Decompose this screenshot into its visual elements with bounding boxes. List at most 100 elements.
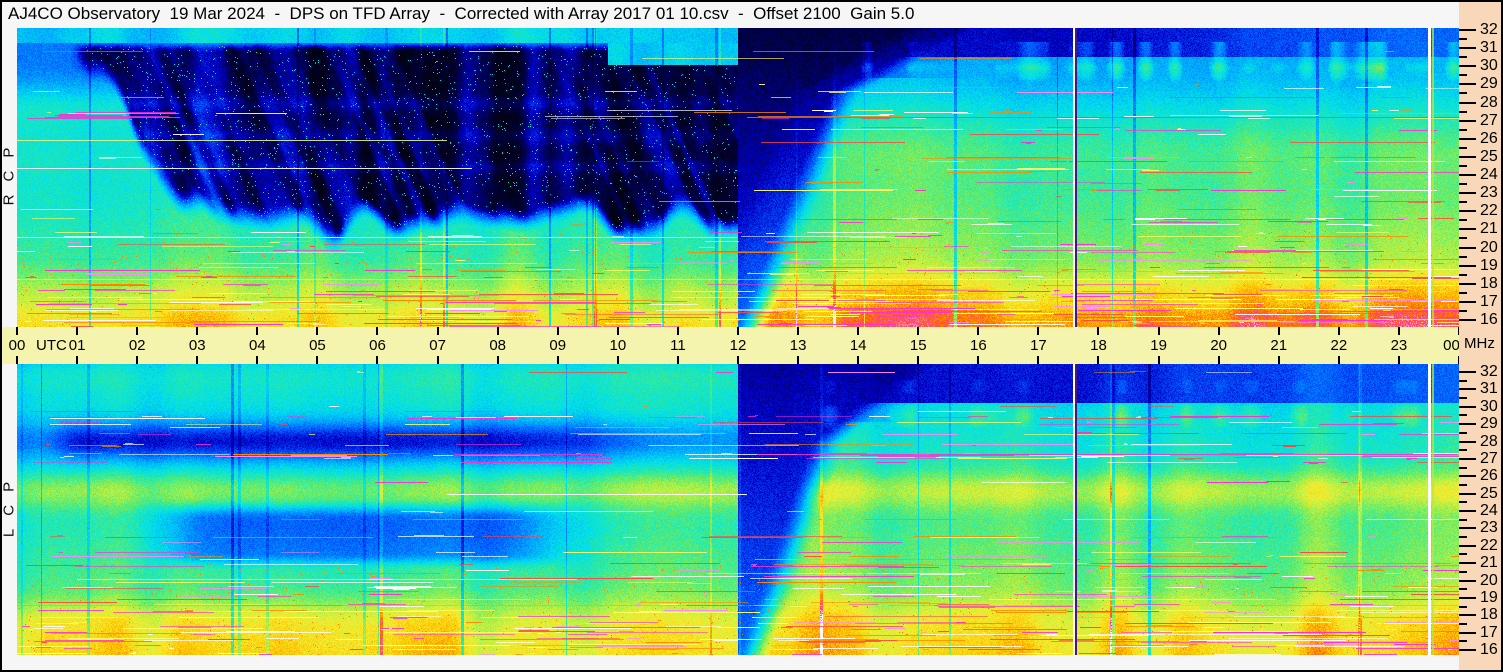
time-tick: [797, 356, 800, 364]
frequency-minor-tick: [1459, 92, 1467, 95]
time-tick: [977, 356, 980, 364]
frequency-tick-label: 21: [1480, 220, 1498, 238]
time-tick: [496, 327, 499, 335]
frequency-minor-tick: [1459, 255, 1467, 258]
time-tick: [136, 356, 139, 364]
frequency-minor-tick: [1459, 483, 1467, 486]
frequency-minor-tick: [1459, 414, 1467, 417]
frequency-minor-tick: [1459, 605, 1467, 608]
frequency-minor-tick: [1459, 553, 1467, 556]
time-tick: [1337, 327, 1340, 335]
time-tick: [917, 327, 920, 335]
frequency-minor-tick: [1459, 74, 1467, 77]
frequency-tick-label: 25: [1480, 147, 1498, 165]
time-tick: [857, 327, 860, 335]
frequency-tick: [1459, 510, 1476, 512]
time-tick-label: 21: [1270, 337, 1288, 354]
frequency-minor-tick: [1459, 309, 1467, 312]
mhz-unit-label: MHz: [1464, 335, 1495, 352]
utc-unit-label: UTC: [36, 337, 67, 354]
frequency-tick: [1459, 174, 1476, 176]
frequency-tick: [1459, 65, 1476, 68]
time-tick: [316, 356, 319, 364]
frequency-tick: [1459, 29, 1476, 31]
frequency-minor-tick: [1459, 536, 1467, 539]
time-tick-label: 00: [1443, 337, 1460, 354]
frequency-minor-tick: [1459, 237, 1467, 240]
time-tick-label: 07: [429, 337, 446, 354]
frequency-tick-label: 26: [1480, 129, 1498, 147]
frequency-tick: [1459, 562, 1476, 565]
frequency-tick-label: 16: [1480, 311, 1498, 328]
time-tick: [376, 327, 379, 335]
time-tick: [436, 356, 439, 364]
frequency-tick: [1459, 423, 1476, 426]
time-tick-label: 03: [188, 337, 206, 354]
time-tick: [316, 327, 319, 335]
time-tick: [1277, 356, 1280, 364]
frequency-minor-tick: [1459, 501, 1467, 504]
time-tick: [1157, 356, 1160, 364]
frequency-minor-tick: [1459, 110, 1467, 113]
time-tick: [1217, 327, 1220, 335]
frequency-tick-label: 28: [1480, 432, 1498, 450]
frequency-tick-label: 25: [1480, 484, 1498, 502]
frequency-tick-label: 17: [1480, 292, 1498, 310]
frequency-tick-label: 21: [1480, 554, 1498, 572]
time-tick-label: 13: [789, 337, 807, 354]
time-tick: [797, 327, 800, 335]
frequency-tick: [1459, 405, 1476, 408]
time-tick-label: 20: [1210, 337, 1227, 354]
time-tick-label: 09: [549, 337, 567, 354]
frequency-tick-label: 24: [1480, 166, 1498, 183]
time-tick-label: 22: [1330, 337, 1348, 354]
time-tick-label: 12: [729, 337, 747, 354]
frequency-tick-label: 20: [1480, 238, 1498, 256]
time-tick-label: 01: [68, 337, 86, 354]
frequency-tick-label: 32: [1480, 363, 1498, 380]
frequency-tick-label: 27: [1480, 449, 1498, 467]
time-tick-label: 16: [969, 337, 987, 354]
time-tick: [977, 327, 980, 335]
time-tick: [616, 356, 619, 364]
frequency-tick-label: 20: [1480, 571, 1498, 589]
frequency-minor-tick: [1459, 397, 1467, 400]
time-tick-label: 11: [670, 337, 686, 354]
time-tick: [196, 327, 199, 335]
frequency-tick-label: 32: [1480, 21, 1498, 38]
frequency-minor-tick: [1459, 622, 1467, 625]
frequency-minor-tick: [1459, 449, 1467, 452]
frequency-minor-tick: [1459, 588, 1467, 591]
frequency-tick-label: 30: [1480, 397, 1498, 415]
frequency-minor-tick: [1459, 570, 1467, 573]
time-tick: [1097, 356, 1100, 364]
time-tick-label: 08: [489, 337, 506, 354]
rcp-polarization-label: RCP: [0, 134, 18, 206]
frequency-minor-tick: [1459, 640, 1467, 643]
frequency-tick: [1459, 527, 1476, 530]
page-title: AJ4CO Observatory 19 Mar 2024 - DPS on T…: [8, 4, 915, 23]
frequency-minor-tick: [1459, 466, 1467, 469]
frequency-minor-tick: [1459, 219, 1467, 222]
time-tick: [1037, 356, 1040, 364]
frequency-tick-label: 16: [1480, 641, 1498, 658]
frequency-margin: 32 31 30 29 28 27 26 25 24 23 22 21 20 19 18 17 16 32 31 3…: [1459, 2, 1501, 670]
frequency-tick: [1459, 101, 1476, 104]
frequency-minor-tick: [1459, 183, 1467, 186]
frequency-tick: [1459, 47, 1476, 50]
frequency-tick-label: 27: [1480, 111, 1498, 129]
rcp-spectrogram: [17, 28, 1459, 327]
lcp-polarization-label: LCP: [0, 468, 18, 538]
frequency-tick: [1459, 137, 1476, 140]
frequency-minor-tick: [1459, 518, 1467, 521]
time-tick: [1337, 356, 1340, 364]
time-tick-label: 14: [849, 337, 867, 354]
time-tick: [256, 327, 259, 335]
frequency-tick-label: 31: [1480, 380, 1498, 398]
frequency-minor-tick: [1459, 291, 1467, 294]
time-tick: [1277, 327, 1280, 335]
frequency-tick: [1459, 579, 1476, 582]
time-tick: [736, 356, 739, 364]
frequency-minor-tick: [1459, 201, 1467, 204]
time-tick-label: 02: [128, 337, 146, 354]
